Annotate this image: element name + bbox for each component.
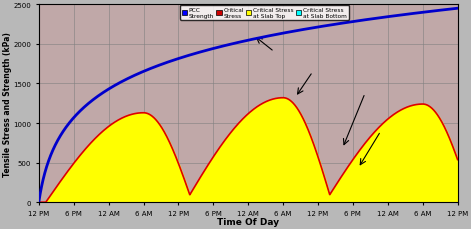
Y-axis label: Tensile Stress and Strength (kPa): Tensile Stress and Strength (kPa) (3, 32, 12, 176)
X-axis label: Time Of Day: Time Of Day (217, 217, 279, 226)
Legend: PCC
Strength, Critical
Stress, Critical Stress
at Slab Top, Critical Stress
at S: PCC Strength, Critical Stress, Critical … (180, 6, 349, 20)
